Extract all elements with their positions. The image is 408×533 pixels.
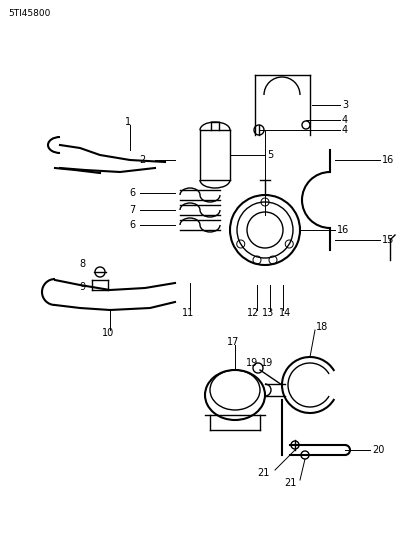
Text: 21: 21 [285,478,297,488]
Text: 16: 16 [382,155,394,165]
Text: 12: 12 [247,308,259,318]
Text: 6: 6 [129,188,135,198]
Text: 17: 17 [227,337,239,347]
Text: 21: 21 [257,468,270,478]
Text: 4: 4 [342,125,348,135]
Text: 14: 14 [279,308,291,318]
Text: 16: 16 [337,225,349,235]
Text: 1: 1 [125,117,131,127]
Text: 18: 18 [316,322,328,332]
Text: 8: 8 [79,259,85,269]
Text: 13: 13 [262,308,274,318]
Text: 3: 3 [342,100,348,110]
Text: 19: 19 [246,358,258,368]
Text: 11: 11 [182,308,194,318]
Text: 5: 5 [267,150,273,160]
Text: 19: 19 [261,358,273,368]
Text: 15: 15 [382,235,395,245]
Text: 10: 10 [102,328,114,338]
Text: 4: 4 [342,115,348,125]
Text: 7: 7 [129,205,135,215]
Text: 2: 2 [139,155,145,165]
Text: 5TI45800: 5TI45800 [8,10,50,19]
Text: 20: 20 [372,445,384,455]
Text: 6: 6 [129,220,135,230]
Text: 9: 9 [79,282,85,292]
